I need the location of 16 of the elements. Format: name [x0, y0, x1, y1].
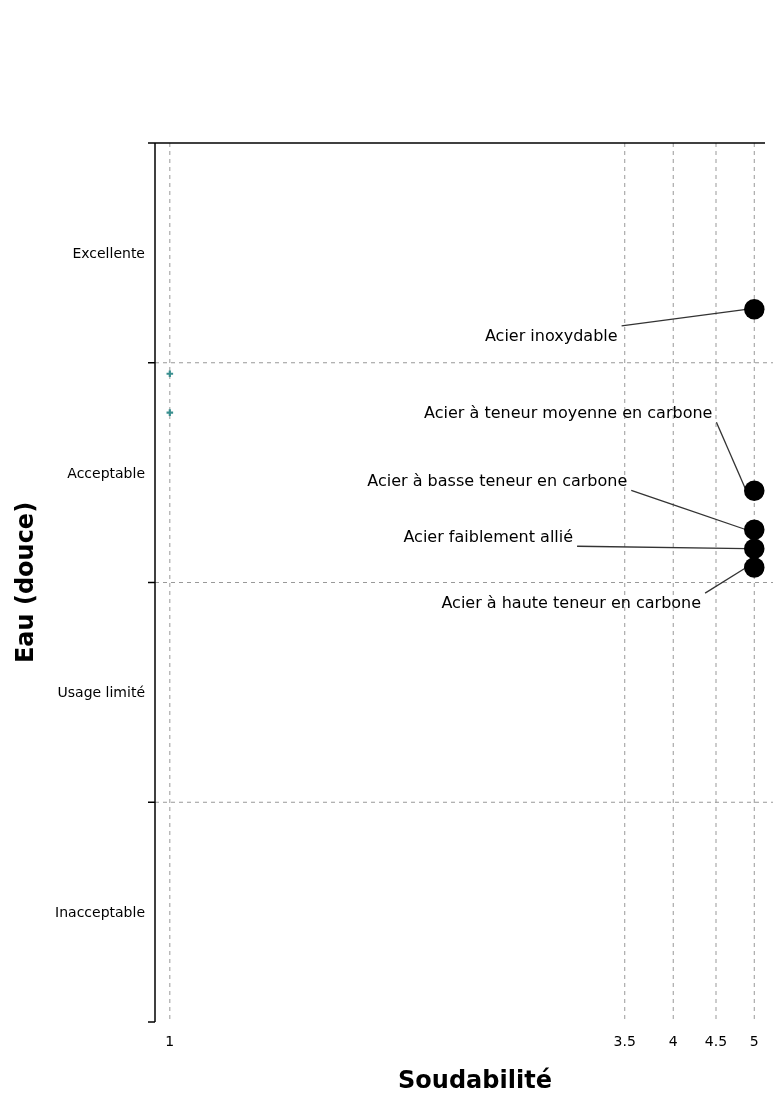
text: Acier à haute teneur en carbone [441, 593, 702, 613]
y-axis-title: Eau (douce) [11, 501, 39, 664]
y-tick-label: Excellente [72, 244, 145, 261]
x-tick-label: 4.5 [704, 1033, 728, 1049]
x-tick-label: 3.5 [613, 1033, 636, 1049]
y-tick-label: Acceptable [67, 464, 145, 481]
text: Acier faiblement allié [403, 527, 574, 547]
text: Acier inoxydable [484, 325, 618, 345]
text: Acier à teneur moyenne en carbone [424, 403, 713, 423]
y-tick-label: Inacceptable [55, 904, 145, 921]
y-tick-label: Usage limité [57, 684, 145, 701]
x-axis-title: Soudabilité [398, 1066, 552, 1094]
x-tick-label: 5 [749, 1033, 759, 1049]
x-tick-label: 1 [165, 1033, 175, 1049]
text: Acier à basse teneur en carbone [367, 471, 628, 491]
x-tick-label: 4 [668, 1033, 678, 1049]
